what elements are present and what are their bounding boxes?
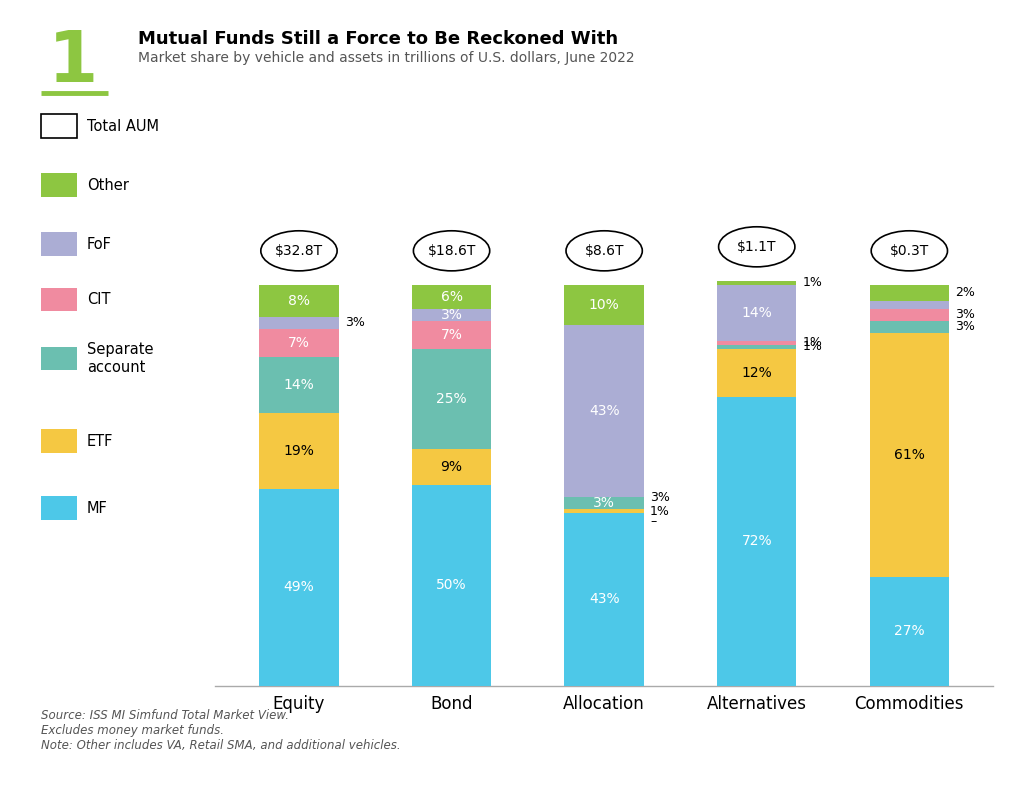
Text: MF: MF [87,500,108,516]
Text: 50%: 50% [436,578,467,593]
Text: Other: Other [87,177,129,193]
Bar [717,341,797,345]
Bar [717,345,797,349]
Bar [259,317,339,329]
Bar [259,285,339,317]
Text: 7%: 7% [440,328,463,342]
Text: FoF: FoF [87,236,112,252]
Bar [259,413,339,489]
Text: 8%: 8% [288,294,310,308]
Text: 43%: 43% [589,404,620,418]
Text: 2%: 2% [955,286,975,299]
Text: 10%: 10% [589,298,620,312]
Text: 3%: 3% [593,496,615,511]
Text: 7%: 7% [288,336,310,350]
Bar [412,349,492,449]
Text: 6%: 6% [440,290,463,304]
Text: –: – [650,515,656,528]
Text: Mutual Funds Still a Force to Be Reckoned With: Mutual Funds Still a Force to Be Reckone… [138,30,618,48]
Bar [869,321,949,333]
Text: $0.3T: $0.3T [890,243,929,258]
Text: 72%: 72% [741,534,772,548]
Bar [564,513,644,686]
Text: 9%: 9% [440,460,463,474]
Bar [869,333,949,578]
Bar [564,509,644,513]
Bar [412,485,492,686]
Text: Total AUM: Total AUM [87,118,159,134]
Text: ETF: ETF [87,433,114,449]
Text: 43%: 43% [589,593,620,607]
Bar [259,489,339,686]
Text: Market share by vehicle and assets in trillions of U.S. dollars, June 2022: Market share by vehicle and assets in tr… [138,51,635,65]
Text: 3%: 3% [955,321,975,333]
Bar [564,325,644,497]
Text: 49%: 49% [284,581,314,594]
Bar [412,449,492,485]
Bar [564,285,644,325]
Text: $32.8T: $32.8T [274,243,323,258]
Text: 12%: 12% [741,366,772,380]
Text: 3%: 3% [650,491,670,504]
Text: 61%: 61% [894,448,925,463]
Text: 3%: 3% [345,317,365,329]
Text: 3%: 3% [955,308,975,322]
Text: Separate
account: Separate account [87,342,154,375]
Text: 1%: 1% [803,277,822,289]
Text: 14%: 14% [284,378,314,392]
Text: CIT: CIT [87,292,111,307]
Text: 3%: 3% [440,308,463,322]
Bar [412,285,492,309]
Text: 1: 1 [48,28,98,97]
Bar [259,357,339,413]
Text: 19%: 19% [284,444,314,458]
Bar [412,309,492,321]
Bar [869,309,949,321]
Bar [869,578,949,686]
Text: 1%: 1% [803,340,822,354]
Text: 1%: 1% [803,336,822,350]
Text: $8.6T: $8.6T [585,243,624,258]
Bar [717,285,797,341]
Bar [717,397,797,686]
Bar [717,281,797,285]
Text: 27%: 27% [894,624,925,638]
Bar [564,497,644,509]
Bar [869,301,949,309]
Bar [869,285,949,301]
Text: 1%: 1% [650,505,670,518]
Text: 14%: 14% [741,306,772,320]
Text: 25%: 25% [436,392,467,406]
Bar [259,329,339,357]
Text: Source: ISS MI Simfund Total Market View.
Excludes money market funds.
Note: Oth: Source: ISS MI Simfund Total Market View… [41,709,400,753]
Text: $1.1T: $1.1T [737,240,776,254]
Bar [717,349,797,397]
Text: $18.6T: $18.6T [427,243,476,258]
Bar [412,321,492,349]
